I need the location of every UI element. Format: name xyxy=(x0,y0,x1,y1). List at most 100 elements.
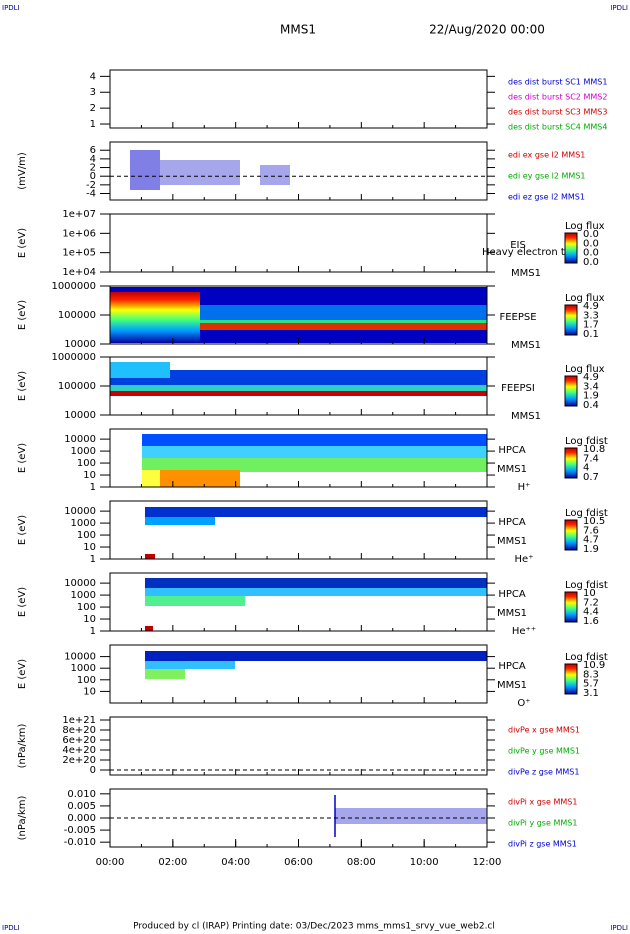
legend-entry: des dist burst SC3 MMS3 xyxy=(508,108,607,117)
y-tick-label: -4 xyxy=(86,189,96,200)
colorbar-tick-label: 1.9 xyxy=(583,391,599,402)
colorbar-tick-label: 0.0 xyxy=(583,248,599,259)
legend-entry: des dist burst SC1 MMS1 xyxy=(508,78,607,87)
instrument-label: HPCA xyxy=(498,589,526,600)
y-tick-label: 10000 xyxy=(64,410,96,421)
y-tick-label: 2 xyxy=(90,103,96,114)
y-tick-label: 100 xyxy=(77,458,96,469)
colorbar-tick-label: 3.1 xyxy=(583,688,599,699)
colorbar-tick-label: 4.9 xyxy=(583,372,599,383)
y-tick-label: 100 xyxy=(77,675,96,686)
y-tick-label: 10 xyxy=(83,470,96,481)
corner-label: IPDLI xyxy=(2,924,20,932)
y-tick-label: 10 xyxy=(83,686,96,697)
legend-entry: divPi z gse MMS1 xyxy=(508,840,577,849)
y-tick-label: -0.010 xyxy=(64,837,96,848)
y-tick-label: 1e+05 xyxy=(62,248,96,259)
legend-entry: edi ez gse l2 MMS1 xyxy=(508,193,585,202)
colorbar-tick-label: 10 xyxy=(583,588,596,599)
y-axis-label: (nPa/km) xyxy=(17,724,28,769)
y-tick-label: 1 xyxy=(90,626,96,637)
colorbar xyxy=(564,447,578,479)
colorbar-tick-label: 0.4 xyxy=(583,400,599,411)
colorbar-title: Log flux xyxy=(565,293,605,304)
instrument-label: HPCA xyxy=(498,517,526,528)
spacecraft-label: MMS1 xyxy=(497,536,527,547)
y-tick-label: 1e+06 xyxy=(62,228,96,239)
y-tick-label: 8e+20 xyxy=(62,725,96,736)
panel-frame xyxy=(109,716,488,776)
footer: Produced by cl (IRAP) Printing date: 03/… xyxy=(133,922,495,932)
y-tick-label: 1e+21 xyxy=(62,715,96,726)
y-tick-label: 10 xyxy=(83,542,96,553)
y-tick-label: 6e+20 xyxy=(62,735,96,746)
x-tick-label: 06:00 xyxy=(284,857,313,868)
legend-entry: divPi y gse MMS1 xyxy=(508,819,577,828)
colorbar-tick-label: 7.2 xyxy=(583,597,599,608)
colorbar-tick-label: 0.0 xyxy=(583,229,599,240)
spectrogram-image xyxy=(110,150,487,837)
colorbar-tick-label: 0.0 xyxy=(583,238,599,249)
colorbar-title: Log flux xyxy=(565,364,605,375)
colorbar-tick-label: 10.8 xyxy=(583,444,605,455)
instrument-label: FEEPSI xyxy=(501,383,535,394)
colorbar-tick-label: 4.7 xyxy=(583,535,599,546)
y-axis-label: (nPa/km) xyxy=(17,796,28,841)
spacecraft-label: MMS1 xyxy=(497,608,527,619)
colorbar-tick-label: 0.7 xyxy=(583,472,599,483)
y-axis-label: E (eV) xyxy=(17,515,28,545)
colorbar-tick-label: 7.6 xyxy=(583,525,599,536)
y-tick-label: 2 xyxy=(90,163,96,174)
colorbar-tick-label: 3.3 xyxy=(583,310,599,321)
y-tick-label: 1 xyxy=(90,554,96,565)
legend-entry: edi ey gse l2 MMS1 xyxy=(508,172,586,181)
y-tick-label: 100 xyxy=(77,602,96,613)
x-tick-label: 04:00 xyxy=(221,857,250,868)
x-tick-label: 10:00 xyxy=(410,857,439,868)
y-tick-label: 0 xyxy=(90,171,96,182)
y-tick-label: 3 xyxy=(90,87,96,98)
panel-frame xyxy=(109,69,488,129)
y-tick-label: 10 xyxy=(83,614,96,625)
colorbar xyxy=(564,304,578,336)
y-tick-label: 100000 xyxy=(58,381,96,392)
spacecraft-label: MMS1 xyxy=(511,340,541,351)
species-label: H⁺ xyxy=(518,482,531,493)
y-tick-label: 0 xyxy=(90,765,96,776)
note: Heavy electron tof xyxy=(482,247,575,258)
y-tick-label: 10000 xyxy=(64,339,96,350)
colorbar-title: Log fdist xyxy=(565,580,608,591)
y-tick-label: 1000 xyxy=(71,663,96,674)
y-tick-label: 4e+20 xyxy=(62,745,96,756)
corner-label: IPDLI xyxy=(2,4,20,12)
instrument-label: EIS xyxy=(510,240,526,251)
legend-entry: divPe x gse MMS1 xyxy=(508,726,580,735)
colorbar-title: Log flux xyxy=(565,221,605,232)
colorbar-title: Log fdist xyxy=(565,652,608,663)
colorbar-tick-label: 1.9 xyxy=(583,544,599,555)
colorbar xyxy=(564,375,578,407)
x-tick-label: 02:00 xyxy=(158,857,187,868)
y-tick-label: 2e+20 xyxy=(62,755,96,766)
y-tick-label: 10000 xyxy=(64,652,96,663)
y-tick-label: 1000 xyxy=(71,518,96,529)
y-tick-label: 10000 xyxy=(64,506,96,517)
y-tick-label: 1 xyxy=(90,119,96,130)
legend-entry: divPi x gse MMS1 xyxy=(508,798,577,807)
colorbar xyxy=(564,232,578,264)
colorbar-tick-label: 1.7 xyxy=(583,320,599,331)
y-tick-label: 10000 xyxy=(64,434,96,445)
legend-entry: edi ex gse l2 MMS1 xyxy=(508,151,585,160)
colorbar-tick-label: 7.4 xyxy=(583,453,599,464)
y-axis-label: E (eV) xyxy=(17,587,28,617)
colorbar-tick-label: 0.1 xyxy=(583,329,599,340)
species-label: O⁺ xyxy=(517,698,530,709)
y-tick-label: 1e+07 xyxy=(62,209,96,220)
y-tick-label: 1000 xyxy=(71,446,96,457)
colorbar xyxy=(564,591,578,623)
colorbar-title: Log fdist xyxy=(565,436,608,447)
colorbar-tick-label: 5.7 xyxy=(583,679,599,690)
colorbar-tick-label: 4.4 xyxy=(583,607,599,618)
species-label: He⁺⁺ xyxy=(512,626,536,637)
